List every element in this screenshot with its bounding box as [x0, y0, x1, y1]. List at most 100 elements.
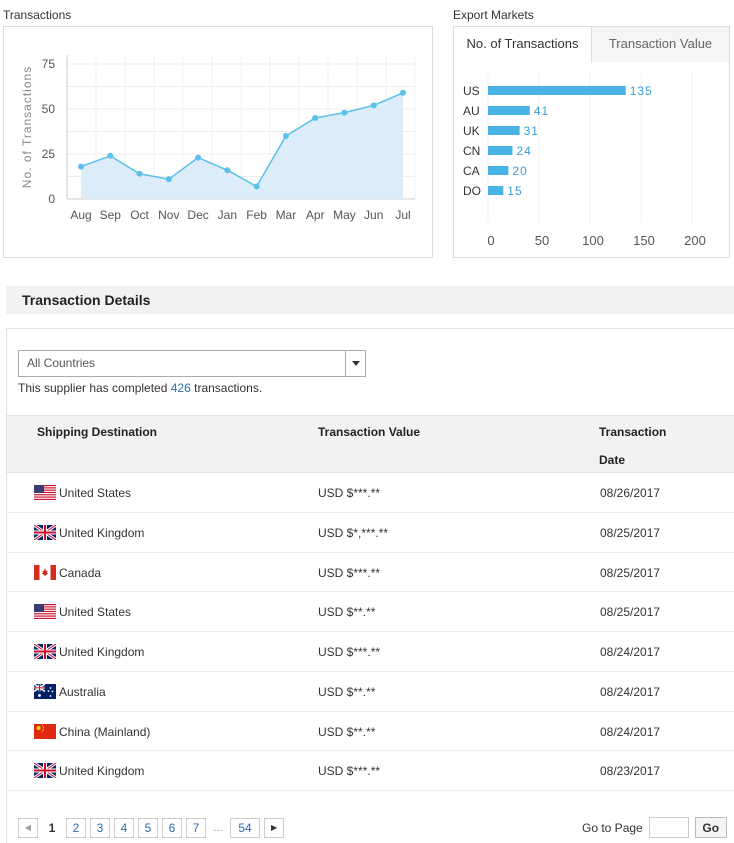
transactions-title: Transactions: [3, 8, 72, 22]
x-tick-label: Sep: [100, 208, 122, 222]
table-row: Canada USD $***.** 08/25/2017: [7, 553, 734, 593]
row-value: USD $**.**: [318, 724, 376, 739]
data-point[interactable]: [312, 115, 319, 121]
data-point[interactable]: [195, 154, 202, 161]
page-last-button[interactable]: 54: [230, 818, 261, 838]
table-row: United States USD $***.** 08/26/2017: [7, 473, 734, 513]
bar-value-label: 15: [507, 184, 522, 198]
us-flag-icon: [34, 604, 56, 620]
category-label: UK: [463, 124, 480, 138]
row-date: 08/25/2017: [600, 605, 661, 620]
data-point[interactable]: [78, 163, 84, 170]
page-1-button[interactable]: 1: [42, 818, 62, 838]
country-select-value: All Countries: [27, 356, 96, 370]
row-value: USD $***.**: [318, 764, 381, 779]
table-row: United Kingdom USD $***.** 08/24/2017: [7, 632, 734, 672]
row-value: USD $**.**: [318, 684, 376, 699]
data-point[interactable]: [400, 89, 406, 96]
page-6-button[interactable]: 6: [162, 818, 182, 838]
data-point[interactable]: [253, 183, 260, 190]
y-tick-label: 50: [42, 102, 56, 116]
page-5-button[interactable]: 5: [138, 818, 158, 838]
y-tick-label: 75: [42, 57, 56, 71]
data-point[interactable]: [341, 109, 348, 116]
page-4-button[interactable]: 4: [114, 818, 134, 838]
row-destination: Australia: [59, 684, 106, 699]
category-label: CN: [463, 144, 480, 158]
pagination-ellipsis: ...: [210, 818, 227, 838]
transaction-summary: This supplier has completed 426 transact…: [18, 381, 262, 395]
table-row: Australia USD $**.** 08/24/2017: [7, 672, 734, 712]
bar[interactable]: [488, 106, 530, 115]
cn-flag-icon: [34, 723, 56, 739]
bar-value-label: 24: [516, 144, 531, 158]
go-to-page: Go to Page Go: [582, 817, 727, 838]
row-date: 08/24/2017: [600, 684, 661, 699]
summary-prefix: This supplier has completed: [18, 381, 171, 395]
x-tick-label: Dec: [187, 208, 208, 222]
data-point[interactable]: [282, 133, 289, 139]
go-button[interactable]: Go: [694, 817, 727, 838]
row-date: 08/23/2017: [600, 764, 661, 779]
transactions-chart: 0 25 50 75 No. of Transactions Aug Sep Oct Nov De…: [20, 55, 416, 222]
transaction-details-panel: All Countries This supplier has complete…: [6, 328, 734, 843]
ca-flag-icon: [34, 564, 56, 580]
page-7-button[interactable]: 7: [186, 818, 206, 838]
x-tick-label: 200: [684, 233, 706, 248]
transaction-count: 426: [170, 381, 191, 395]
bar-value-label: 31: [524, 124, 539, 138]
category-label: CA: [463, 164, 480, 178]
chevron-down-icon[interactable]: [345, 351, 365, 376]
series-line: [80, 92, 404, 188]
column-transaction-value: Transaction Value: [318, 425, 421, 439]
table-header: Shipping Destination Transaction Value T…: [7, 415, 734, 473]
data-point[interactable]: [370, 102, 377, 109]
au-flag-icon: [34, 683, 56, 699]
bar[interactable]: [488, 126, 520, 135]
y-tick-label: 25: [42, 147, 56, 161]
tab-no-of-transactions[interactable]: No. of Transactions: [454, 27, 592, 63]
x-tick-label: 50: [535, 233, 549, 248]
x-tick-label: Apr: [306, 208, 325, 222]
row-date: 08/26/2017: [600, 486, 661, 500]
summary-suffix: transactions.: [190, 381, 263, 395]
next-page-icon[interactable]: ▶: [264, 818, 285, 838]
row-destination: China (Mainland): [59, 724, 151, 739]
prev-page-icon[interactable]: ◀: [18, 818, 38, 838]
x-tick-label: 0: [487, 233, 494, 248]
uk-flag-icon: [34, 763, 56, 779]
row-date: 08/25/2017: [600, 525, 661, 540]
data-point[interactable]: [165, 176, 172, 183]
table-row: United Kingdom USD $***.** 08/23/2017: [7, 751, 734, 791]
x-tick-label: Jul: [395, 208, 410, 222]
table-row: United States USD $**.** 08/25/2017: [7, 592, 734, 632]
us-flag-icon: [34, 485, 56, 500]
column-transaction-date: Transaction Date: [599, 418, 666, 474]
area-fill: [81, 92, 403, 199]
bar[interactable]: [488, 146, 513, 155]
row-value: USD $**.**: [318, 605, 376, 620]
category-label: US: [463, 84, 480, 98]
table-row: China (Mainland) USD $**.** 08/24/2017: [7, 712, 734, 752]
go-to-page-input[interactable]: [648, 817, 689, 838]
bar[interactable]: [488, 86, 626, 95]
page-3-button[interactable]: 3: [90, 818, 110, 838]
x-tick-label: Mar: [276, 208, 297, 222]
page-2-button[interactable]: 2: [66, 818, 86, 838]
y-tick-label: 0: [48, 192, 55, 206]
x-tick-label: Nov: [158, 208, 179, 222]
data-point[interactable]: [224, 167, 231, 174]
row-destination: United States: [59, 605, 132, 620]
country-select[interactable]: All Countries: [18, 350, 366, 377]
category-label: DO: [463, 184, 481, 198]
table-row: United Kingdom USD $*,***.** 08/25/2017: [7, 513, 734, 553]
transaction-details-header: Transaction Details: [6, 286, 734, 314]
data-point[interactable]: [136, 170, 143, 177]
tab-transaction-value[interactable]: Transaction Value: [592, 27, 729, 62]
category-label: AU: [463, 104, 480, 118]
x-tick-label: 150: [633, 233, 655, 248]
bar[interactable]: [488, 186, 504, 195]
column-date-line1: Transaction: [599, 425, 667, 439]
data-point[interactable]: [107, 152, 114, 159]
bar[interactable]: [488, 166, 509, 175]
